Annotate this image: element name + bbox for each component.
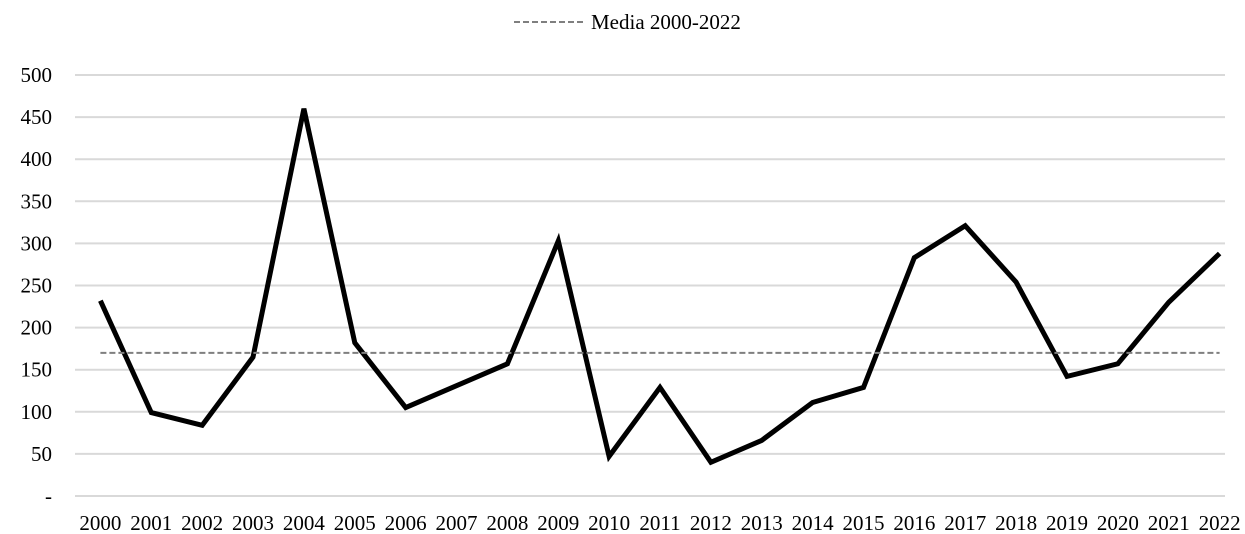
x-tick-label-2011: 2011 bbox=[639, 511, 680, 534]
x-tick-label-2012: 2012 bbox=[690, 511, 732, 534]
series-line-main bbox=[98, 108, 1222, 466]
y-axis: - 50 100 150 200 250 300 350 400 450 500 bbox=[21, 63, 53, 508]
x-tick-label-2002: 2002 bbox=[181, 511, 223, 534]
x-tick-label-2009: 2009 bbox=[537, 511, 579, 534]
y-tick-label-500: 500 bbox=[21, 63, 53, 87]
y-tick-label-50: 50 bbox=[31, 442, 52, 466]
y-tick-label-100: 100 bbox=[21, 400, 53, 424]
legend-label-media: Media 2000-2022 bbox=[591, 10, 741, 34]
y-tick-label-400: 400 bbox=[21, 147, 53, 171]
x-tick-label-2022: 2022 bbox=[1199, 511, 1241, 534]
x-tick-label-2008: 2008 bbox=[486, 511, 528, 534]
x-tick-label-2016: 2016 bbox=[893, 511, 935, 534]
gridlines bbox=[75, 74, 1225, 497]
x-tick-label-2010: 2010 bbox=[588, 511, 630, 534]
x-tick-label-2015: 2015 bbox=[842, 511, 884, 534]
x-tick-label-2000: 2000 bbox=[79, 511, 121, 534]
x-axis: 2000 2001 2002 2003 2004 2005 2006 2007 2008 2009… bbox=[79, 511, 1240, 534]
x-tick-label-2019: 2019 bbox=[1046, 511, 1088, 534]
x-tick-label-2007: 2007 bbox=[436, 511, 478, 534]
y-tick-label-350: 350 bbox=[21, 189, 53, 213]
y-tick-label-450: 450 bbox=[21, 105, 53, 129]
y-tick-label-200: 200 bbox=[21, 316, 53, 340]
x-tick-label-2014: 2014 bbox=[792, 511, 835, 534]
y-tick-label-250: 250 bbox=[21, 274, 53, 298]
series-group bbox=[98, 108, 1222, 466]
y-tick-label-300: 300 bbox=[21, 231, 53, 255]
x-tick-label-2005: 2005 bbox=[334, 511, 376, 534]
x-tick-label-2013: 2013 bbox=[741, 511, 783, 534]
legend: Media 2000-2022 bbox=[514, 10, 741, 34]
x-tick-label-2017: 2017 bbox=[944, 511, 986, 534]
x-tick-label-2006: 2006 bbox=[385, 511, 427, 534]
x-tick-label-2004: 2004 bbox=[283, 511, 326, 534]
x-tick-label-2018: 2018 bbox=[995, 511, 1037, 534]
y-tick-label-150: 150 bbox=[21, 358, 53, 382]
x-tick-label-2020: 2020 bbox=[1097, 511, 1139, 534]
x-tick-label-2003: 2003 bbox=[232, 511, 274, 534]
x-tick-label-2001: 2001 bbox=[130, 511, 172, 534]
x-tick-label-2021: 2021 bbox=[1148, 511, 1190, 534]
y-tick-label-0: - bbox=[45, 484, 52, 508]
